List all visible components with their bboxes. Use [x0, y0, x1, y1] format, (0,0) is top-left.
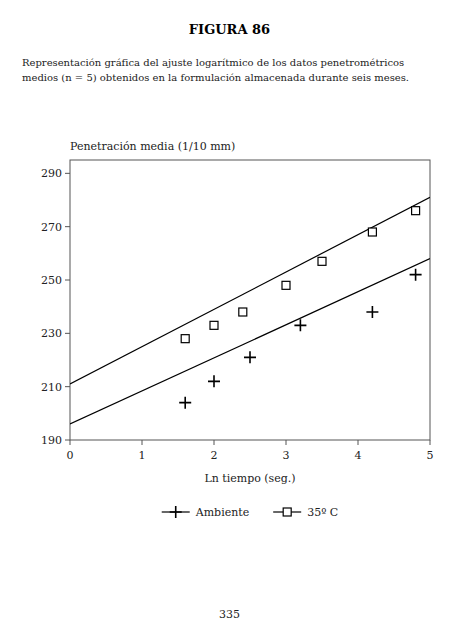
data-point — [368, 228, 376, 236]
y-tick-label: 230 — [41, 327, 62, 340]
legend-item: 35º C — [273, 506, 338, 519]
data-point — [410, 269, 422, 281]
title: FIGURA 86 — [189, 22, 270, 37]
y-tick-label: 250 — [41, 274, 62, 287]
x-tick — [430, 440, 431, 445]
subtitle: Representación gráfica del ajuste logarí… — [22, 57, 404, 68]
data-point — [210, 321, 218, 329]
x-tick-label: 0 — [67, 449, 74, 462]
y-axis-label: Penetración media (1/10 mm) — [70, 140, 235, 153]
data-point — [208, 375, 220, 387]
legend-label: 35º C — [307, 506, 338, 519]
x-tick — [358, 440, 359, 445]
y-tick — [65, 333, 70, 334]
data-point — [179, 397, 191, 409]
y-tick-label: 210 — [41, 381, 62, 394]
x-tick — [214, 440, 215, 445]
data-point — [366, 306, 378, 318]
data-point — [294, 319, 306, 331]
legend-label: Ambiente — [195, 506, 249, 519]
x-axis-label: Ln tiempo (seg.) — [204, 472, 295, 485]
data-point — [412, 207, 420, 215]
data-point — [318, 257, 326, 265]
x-tick-label: 1 — [139, 449, 146, 462]
y-tick — [65, 280, 70, 281]
y-tick — [65, 226, 70, 227]
y-tick-label: 270 — [41, 221, 62, 234]
legend-marker — [170, 506, 182, 518]
data-point — [282, 281, 290, 289]
fit-line — [70, 197, 430, 384]
legend: Ambiente 35º C — [162, 506, 339, 519]
y-tick — [65, 386, 70, 387]
x-tick-label: 5 — [427, 449, 434, 462]
y-tick-label: 190 — [41, 434, 62, 447]
x-tick-label: 2 — [211, 449, 218, 462]
y-tick — [65, 440, 70, 441]
x-tick-label: 4 — [355, 449, 362, 462]
plot-data — [70, 197, 430, 424]
y-tick — [65, 173, 70, 174]
fit-line — [70, 259, 430, 424]
x-tick — [70, 440, 71, 445]
x-tick — [286, 440, 287, 445]
x-tick-label: 3 — [283, 449, 290, 462]
data-point — [239, 308, 247, 316]
data-point — [244, 351, 256, 363]
legend-marker — [283, 508, 291, 516]
chart: FIGURA 86 Representación gráfica del ajus… — [0, 0, 459, 640]
legend-item: Ambiente — [162, 506, 249, 519]
x-tick — [142, 440, 143, 445]
subtitle: medios (n = 5) obtenidos en la formulaci… — [22, 72, 409, 83]
plot-frame — [70, 160, 430, 440]
y-tick-label: 290 — [41, 167, 62, 180]
data-point — [181, 335, 189, 343]
page-number: 335 — [219, 608, 240, 621]
